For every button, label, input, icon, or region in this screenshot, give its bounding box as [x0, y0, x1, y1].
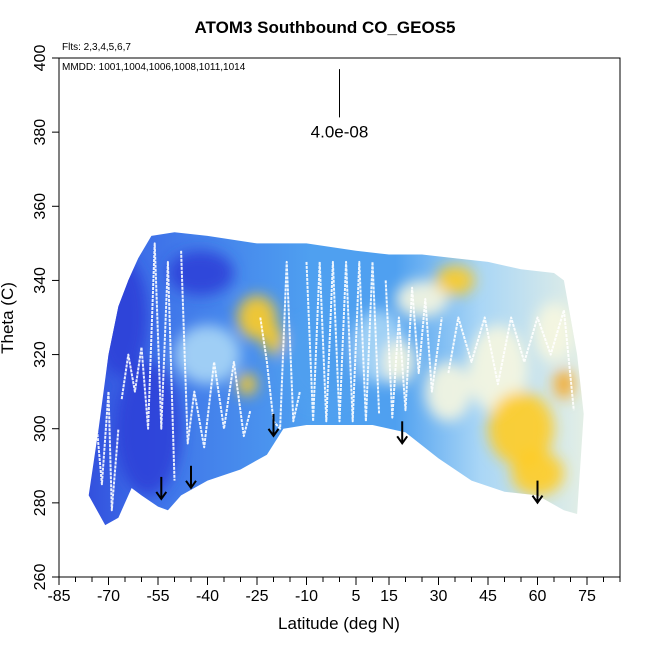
y-tick-label: 260: [32, 564, 49, 591]
x-tick-label: 15: [380, 588, 398, 605]
x-axis: -85 -70 -55 -40 -25 -10 5 15 30 45 60 75: [47, 577, 621, 605]
y-tick-label: 400: [32, 45, 49, 72]
x-tick-label: -10: [295, 588, 318, 605]
flight-tracks: [88, 242, 575, 512]
arrow-marker: [267, 413, 280, 438]
flight-track: [88, 390, 120, 512]
x-tick-label: 5: [352, 588, 361, 605]
y-tick-label: 360: [32, 193, 49, 220]
concentration-patch: [488, 391, 554, 466]
concentration-patch: [237, 373, 257, 396]
concentration-patch: [395, 280, 449, 318]
flight-track: [305, 260, 381, 423]
concentration-patch: [283, 317, 363, 407]
arrow-marker: [185, 465, 197, 490]
dates-note: MMDD: 1001,1004,1006,1008,1011,1014: [62, 62, 246, 73]
concentration-patch: [425, 361, 472, 422]
flight-track: [259, 260, 301, 430]
concentration-patch: [263, 324, 284, 355]
flights-note: Flts: 2,3,4,5,6,7: [62, 42, 131, 53]
concentration-patches: [95, 250, 574, 496]
concentration-patch: [382, 339, 416, 385]
flight-track: [120, 242, 176, 481]
arrow-marker: [396, 421, 409, 446]
concentration-field: [88, 232, 584, 526]
concentration-patch: [534, 302, 574, 362]
x-tick-label: -85: [47, 588, 70, 605]
x-axis-label: Latitude (deg N): [278, 614, 400, 633]
arrow-marker: [155, 476, 168, 501]
concentration-patch: [554, 369, 574, 400]
y-tick-label: 380: [32, 119, 49, 146]
concentration-patch: [237, 295, 277, 340]
x-tick-label: 45: [479, 588, 497, 605]
y-axis: 260 280 300 320 340 360 380 400: [32, 45, 59, 591]
concentration-patch: [174, 324, 241, 385]
y-tick-label: 320: [32, 341, 49, 368]
x-tick-label: 75: [578, 588, 596, 605]
flight-track: [384, 280, 443, 419]
concentration-patch: [511, 450, 564, 496]
arrow-marker: [531, 480, 544, 505]
concentration-patch: [468, 324, 528, 414]
scale-bar: 4.0e-08: [311, 69, 369, 141]
x-tick-label: 30: [430, 588, 448, 605]
concentration-patch: [435, 265, 475, 296]
flight-track: [447, 309, 575, 411]
x-tick-label: -55: [146, 588, 169, 605]
y-tick-label: 340: [32, 267, 49, 294]
flight-track: [180, 250, 252, 449]
concentration-patch: [167, 250, 234, 296]
scale-bar-label: 4.0e-08: [311, 122, 369, 141]
arrows: [155, 413, 544, 505]
x-tick-label: -25: [245, 588, 268, 605]
chart-title: ATOM3 Southbound CO_GEOS5: [194, 18, 456, 37]
y-tick-label: 280: [32, 489, 49, 516]
x-tick-label: -40: [196, 588, 219, 605]
x-tick-label: 60: [529, 588, 547, 605]
concentration-patch: [95, 258, 149, 377]
x-tick-label: -70: [97, 588, 120, 605]
y-tick-label: 300: [32, 415, 49, 442]
